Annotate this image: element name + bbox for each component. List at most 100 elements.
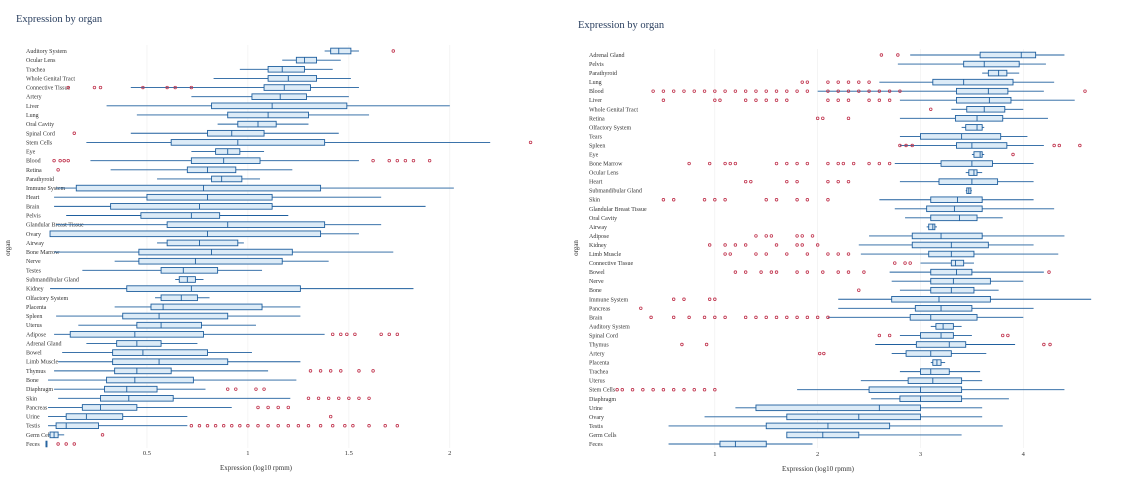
outlier-point [221,424,226,428]
box-nerve [891,277,1024,285]
outlier-point [661,89,666,93]
outlier-point [1083,89,1087,93]
outlier-point [403,158,408,163]
outlier-point [887,89,892,93]
y-category-label: Ocular Lens [589,171,619,177]
y-category-label: Submandibular Gland [26,277,79,283]
outlier-point [387,332,391,337]
iqr-box [920,332,954,339]
outlier-point [702,89,707,93]
iqr-box [110,203,273,210]
outlier-point [877,98,882,102]
box-nerve [114,257,329,265]
outlier-point [822,351,826,356]
outlier-point [58,158,62,163]
box-pelvis [897,60,1046,68]
outlier-point [347,396,351,401]
outlier-point [728,161,732,166]
outlier-point [92,85,97,90]
iqr-box [146,193,273,201]
y-category-label: Pelvis [589,62,604,68]
y-category-label: Blood [26,159,41,165]
iqr-box [251,93,307,100]
outlier-point [1042,342,1046,347]
outlier-point [743,315,748,320]
outlier-point [318,424,323,428]
y-category-label: Auditory System [589,324,630,330]
box-ovary [704,413,983,421]
chart-title: Expression by organ [16,14,103,25]
iqr-box [905,350,952,357]
y-category-label: Pancreas [26,405,48,411]
y-category-label: Stem Cells [589,388,616,394]
iqr-box [112,358,229,366]
box-olfactory-system [961,124,985,131]
outlier-point [1048,342,1052,347]
outlier-point [671,315,676,320]
iqr-box [295,56,318,64]
outlier-point [353,332,357,337]
outlier-point [671,388,676,392]
outlier-point [903,261,907,265]
y-category-label: Adrenal Gland [26,341,62,347]
outlier-point [98,85,103,90]
box-spinal-cord [877,332,1010,339]
outlier-point [759,270,763,274]
outlier-point [723,198,727,202]
outlier-point [395,158,400,163]
box-airway [157,239,244,247]
outlier-point [713,297,717,301]
box-artery [191,93,349,100]
outlier-point [887,161,892,166]
outlier-point [774,315,779,320]
y-category-label: Auditory System [26,49,67,55]
outlier-point [893,261,897,265]
outlier-point [234,387,238,391]
box-limb-muscle [58,358,301,366]
outlier-point [836,252,840,256]
y-category-label: Nerve [26,259,41,265]
box-lung [136,111,370,119]
box-connective-tissue [66,84,359,91]
y-category-label: Bowel [26,351,42,357]
y-category-label: Immune System [26,186,65,192]
outlier-point [197,424,202,428]
box-blood [52,157,432,164]
outlier-point [387,158,391,163]
box-spinal-cord [72,129,339,137]
outlier-point [769,234,774,238]
outlier-point [639,306,643,311]
y-category-label: Liver [26,104,39,110]
outlier-point [328,414,333,419]
y-category-label: Limb Muscle [26,360,58,366]
y-category-label: Feces [26,442,40,448]
outlier-point [879,53,884,57]
y-category-label: Spinal Cord [589,333,618,339]
y-category-label: Airway [589,225,607,231]
box-glandular-breast-tissue [56,221,382,228]
y-category-label: Spleen [589,143,605,149]
box-brain [649,314,1024,321]
y-category-label: Heart [589,180,603,186]
iqr-box [104,385,158,393]
outlier-point [795,198,799,202]
y-category-label: Spleen [26,314,42,320]
box-eye [971,151,1015,158]
box-bone [48,376,297,384]
outlier-point [826,315,830,320]
box-adipose [754,232,1065,240]
outlier-point [846,89,851,93]
outlier-point [246,424,250,428]
iqr-box [140,212,221,219]
box-ocular-lens [965,169,983,176]
outlier-point [887,98,892,102]
iqr-box [81,404,138,411]
box-uterus [860,377,983,384]
x-tick-label: 1 [713,451,716,458]
outlier-point [395,424,400,428]
outlier-point [262,387,266,391]
outlier-point [266,424,270,428]
outlier-point [682,388,686,392]
outlier-point [189,424,194,428]
y-category-label: Immune System [589,297,628,303]
